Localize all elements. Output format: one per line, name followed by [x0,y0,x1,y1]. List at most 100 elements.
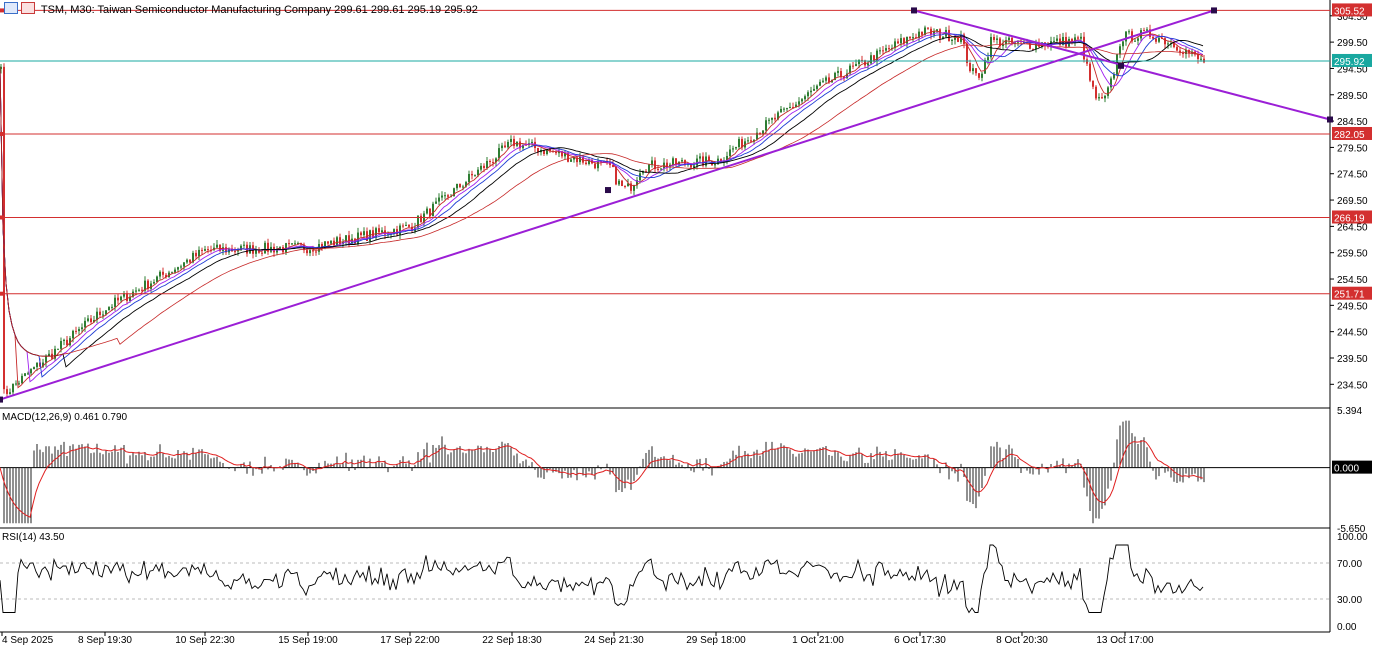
candle-body [810,90,812,93]
trendline-handle [1327,116,1333,123]
candle-body [531,141,533,144]
candle-body [777,112,779,120]
candle-body [657,168,659,170]
candle-body [666,162,668,168]
candle-body [477,169,479,176]
candle-body [1038,42,1040,47]
time-tick-label: 17 Sep 22:00 [380,635,440,646]
level-anchor [0,8,4,13]
candle-body [789,106,791,109]
candle-body [867,63,869,66]
macd-tick-label: 0.000 [1334,464,1359,475]
candle-body [1182,52,1184,55]
time-tick-label: 4 Sep 2025 [2,635,54,646]
candle-body [621,180,623,186]
candle-body [48,353,50,357]
candle-body [744,141,746,148]
candle-body [480,165,482,170]
candle-body [9,392,11,394]
candle-body [981,73,983,78]
trendline-handle [1211,7,1217,14]
candle-body [192,252,194,263]
candle-body [522,144,524,149]
candle-body [825,77,827,81]
candle-body [774,117,776,120]
candle-body [822,80,824,82]
candle-body [1152,36,1154,39]
candle-body [114,297,116,307]
candle-body [363,231,365,236]
price-tick-label: 259.50 [1337,249,1368,260]
candle-body [798,101,800,105]
candle-body [1053,40,1055,42]
candle-body [984,60,986,74]
candle-body [849,65,851,74]
candle-body [201,249,203,251]
candle-body [948,29,950,41]
candle-body [489,161,491,163]
candle-body [135,290,137,292]
time-tick-label: 29 Sep 18:00 [686,635,746,646]
candle-body [237,250,239,252]
candle-body [0,66,2,69]
candle-body [138,289,140,291]
candle-body [291,243,293,245]
candle-body [429,208,431,217]
macd-value-tag [1332,460,1372,474]
candle-body [1146,29,1148,31]
candle-body [183,262,185,267]
candle-body [1014,42,1016,44]
symbol-line: TSM, M30: Taiwan Semiconductor Manufactu… [40,4,478,16]
candle-body [1113,74,1115,79]
candle-body [240,245,242,251]
candle-body [633,185,635,191]
candle-body [993,37,995,40]
candle-body [690,163,692,168]
candle-body [573,157,575,160]
candle-body [1104,95,1106,99]
candle-body [207,249,209,251]
trendline-handle [0,396,3,403]
rsi-tick-label: 70.00 [1337,559,1362,570]
price-tick-label: 274.50 [1337,170,1368,181]
candle-body [1128,31,1130,33]
candle-body [396,229,398,235]
candle-body [792,106,794,108]
candle-body [570,159,572,162]
candle-body [33,367,35,370]
candle-body [99,311,101,315]
candle-body [855,64,857,67]
candle-body [216,244,218,248]
candle-body [156,276,158,282]
price-tick-label: 269.50 [1337,196,1368,207]
candle-body [105,310,107,315]
candle-body [234,251,236,253]
candle-body [747,140,749,142]
candle-body [990,37,992,58]
candle-body [996,38,998,40]
candle-body [561,151,563,157]
candle-body [759,132,761,135]
candle-body [1005,40,1007,45]
candle-body [117,297,119,301]
candle-body [738,138,740,148]
candle-body [159,271,161,277]
price-tag-label: 282.05 [1334,130,1365,141]
candle-body [345,235,347,242]
chart-window-icon[interactable] [4,2,18,14]
ma-blue-line [0,33,1204,378]
candle-body [21,375,23,384]
candle-body [858,59,860,65]
candle-body [69,338,71,346]
candle-body [954,37,956,40]
candle-body [1107,87,1109,96]
candle-body [510,138,512,142]
candle-body [1185,49,1187,55]
chart-properties-icon[interactable] [21,2,35,14]
candle-body [879,50,881,52]
candle-body [1071,39,1073,43]
candle-body [978,73,980,78]
candle-body [177,267,179,270]
candle-body [1062,36,1064,45]
